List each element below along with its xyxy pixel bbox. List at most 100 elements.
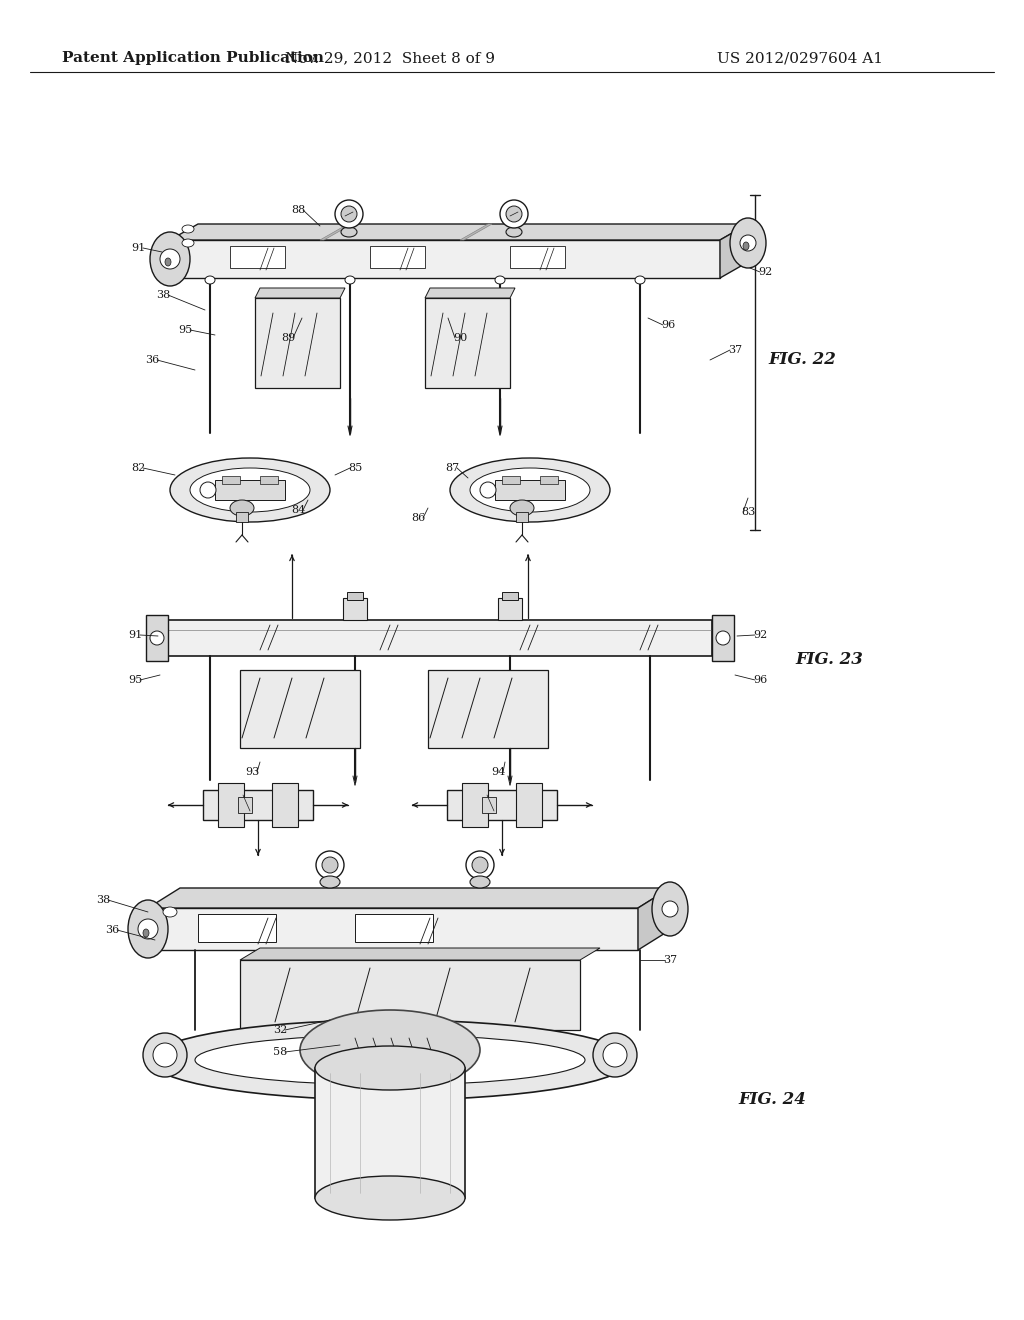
Text: 36: 36: [104, 925, 119, 935]
Bar: [343, 598, 367, 620]
Text: 32: 32: [272, 1026, 287, 1035]
Text: 95: 95: [178, 325, 193, 335]
Ellipse shape: [510, 500, 534, 516]
Ellipse shape: [163, 907, 177, 917]
Ellipse shape: [470, 469, 590, 512]
Ellipse shape: [740, 235, 756, 251]
Ellipse shape: [495, 276, 505, 284]
Ellipse shape: [316, 851, 344, 879]
Ellipse shape: [150, 631, 164, 645]
Text: 92: 92: [758, 267, 772, 277]
Bar: [222, 477, 240, 484]
Ellipse shape: [170, 458, 330, 521]
Polygon shape: [720, 224, 748, 279]
Ellipse shape: [150, 232, 190, 286]
Ellipse shape: [319, 876, 340, 888]
Ellipse shape: [593, 1034, 637, 1077]
Text: 95: 95: [128, 675, 142, 685]
Bar: [215, 480, 285, 500]
Ellipse shape: [341, 206, 357, 222]
Bar: [712, 615, 734, 661]
Bar: [146, 615, 168, 661]
Polygon shape: [170, 240, 720, 279]
Text: US 2012/0297604 A1: US 2012/0297604 A1: [717, 51, 883, 65]
Bar: [482, 797, 496, 813]
Text: 91: 91: [128, 630, 142, 640]
Ellipse shape: [195, 1035, 585, 1085]
Text: 96: 96: [753, 675, 767, 685]
Text: FIG. 24: FIG. 24: [738, 1092, 806, 1109]
Text: 90: 90: [453, 333, 467, 343]
Bar: [168, 620, 712, 656]
Ellipse shape: [182, 239, 194, 247]
Ellipse shape: [500, 201, 528, 228]
Ellipse shape: [230, 500, 254, 516]
Text: 83: 83: [741, 507, 755, 517]
Bar: [272, 783, 298, 828]
Ellipse shape: [322, 857, 338, 873]
Bar: [230, 246, 285, 268]
Bar: [238, 797, 252, 813]
Text: FIG. 23: FIG. 23: [795, 652, 863, 668]
Polygon shape: [170, 224, 748, 240]
Ellipse shape: [480, 482, 496, 498]
Polygon shape: [240, 960, 580, 1030]
Ellipse shape: [138, 919, 158, 939]
Ellipse shape: [730, 218, 766, 268]
Bar: [370, 246, 425, 268]
Bar: [236, 512, 248, 521]
Ellipse shape: [143, 1034, 187, 1077]
Ellipse shape: [190, 469, 310, 512]
Ellipse shape: [716, 631, 730, 645]
Polygon shape: [460, 224, 492, 240]
Text: 82: 82: [131, 463, 145, 473]
Ellipse shape: [635, 276, 645, 284]
Ellipse shape: [300, 1010, 480, 1090]
Ellipse shape: [603, 1043, 627, 1067]
Ellipse shape: [165, 257, 171, 267]
Bar: [203, 789, 313, 820]
Polygon shape: [255, 288, 345, 298]
Text: 58: 58: [272, 1047, 287, 1057]
Ellipse shape: [143, 929, 150, 937]
Bar: [315, 1068, 465, 1199]
Ellipse shape: [150, 1020, 630, 1100]
Ellipse shape: [662, 902, 678, 917]
Polygon shape: [240, 948, 600, 960]
Polygon shape: [319, 224, 352, 240]
Text: 86: 86: [411, 513, 425, 523]
Text: 38: 38: [156, 290, 170, 300]
Ellipse shape: [472, 857, 488, 873]
Text: 37: 37: [663, 954, 677, 965]
Bar: [447, 789, 557, 820]
Bar: [462, 783, 488, 828]
Bar: [502, 477, 520, 484]
Bar: [540, 477, 558, 484]
Text: 89: 89: [281, 333, 295, 343]
Ellipse shape: [315, 1045, 465, 1090]
Text: Patent Application Publication: Patent Application Publication: [62, 51, 324, 65]
Text: 96: 96: [660, 319, 675, 330]
Bar: [516, 512, 528, 521]
Ellipse shape: [205, 276, 215, 284]
Ellipse shape: [652, 882, 688, 936]
Ellipse shape: [341, 227, 357, 238]
Text: 38: 38: [96, 895, 111, 906]
Bar: [218, 783, 244, 828]
Polygon shape: [255, 298, 340, 388]
Ellipse shape: [182, 224, 194, 234]
Polygon shape: [638, 888, 670, 950]
Bar: [355, 913, 433, 942]
Text: 87: 87: [445, 463, 459, 473]
Bar: [498, 598, 522, 620]
Bar: [502, 591, 518, 601]
Text: 84: 84: [291, 506, 305, 515]
Ellipse shape: [335, 201, 362, 228]
Ellipse shape: [466, 851, 494, 879]
Ellipse shape: [506, 206, 522, 222]
Text: 36: 36: [144, 355, 159, 366]
Polygon shape: [425, 298, 510, 388]
Text: 91: 91: [131, 243, 145, 253]
Ellipse shape: [450, 458, 610, 521]
Text: 88: 88: [291, 205, 305, 215]
